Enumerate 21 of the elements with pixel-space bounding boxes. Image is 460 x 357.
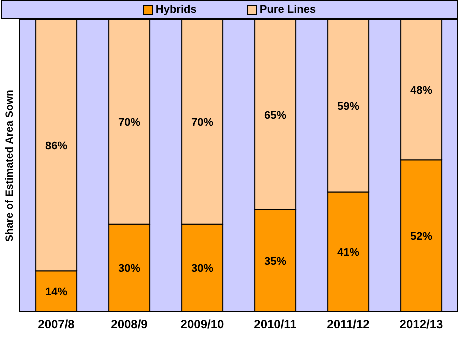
data-label: 65% — [264, 110, 287, 122]
data-label: 59% — [338, 101, 360, 114]
data-label: 86% — [46, 140, 68, 152]
data-label: 70% — [192, 117, 214, 130]
data-label: 30% — [192, 263, 214, 276]
x-tick-label: 2011/12 — [327, 318, 370, 332]
data-label: 35% — [264, 256, 287, 268]
x-tick-label: 2007/8 — [38, 318, 76, 332]
x-tick-label: 2010/11 — [254, 318, 298, 332]
legend-label: Hybrids — [154, 4, 197, 16]
data-label: 41% — [338, 247, 360, 260]
y-axis-title: Share of Estimated Area Sown — [4, 90, 16, 242]
data-label: 70% — [118, 117, 141, 130]
x-tick-label: 2008/9 — [111, 318, 148, 332]
data-label: 14% — [46, 286, 68, 298]
data-label: 30% — [118, 263, 141, 276]
x-tick-label: 2009/10 — [180, 318, 225, 332]
data-label: 48% — [410, 84, 433, 97]
x-tick-label: 2012/13 — [400, 318, 444, 332]
legend-label: Pure Lines — [258, 4, 316, 16]
data-label: 52% — [410, 230, 433, 243]
